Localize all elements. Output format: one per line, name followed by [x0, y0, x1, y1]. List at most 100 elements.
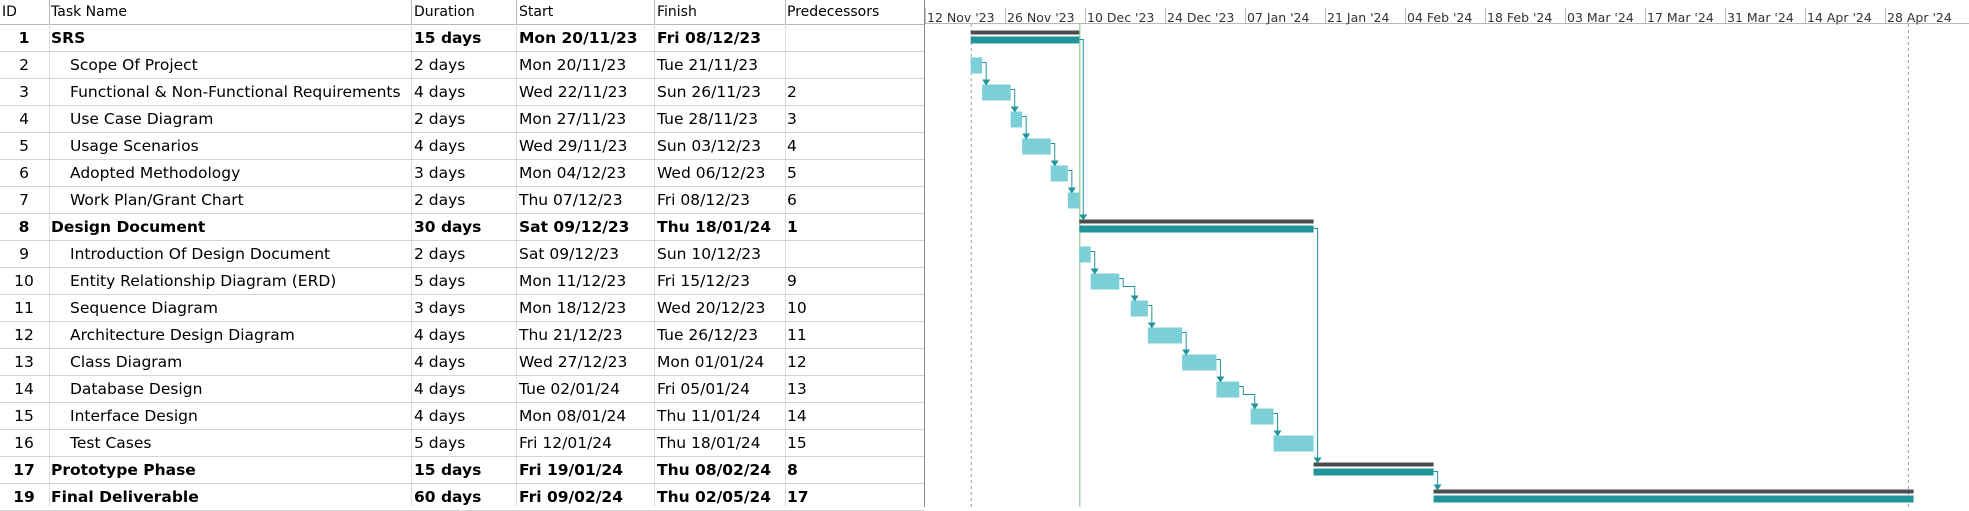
task-name-cell[interactable]: Sequence Diagram — [70, 299, 218, 317]
task-row[interactable]: 13 Class Diagram 4 days Wed 27/12/23 Mon 01/… — [0, 349, 925, 376]
task-finish-cell[interactable]: Sun 26/11/23 — [657, 83, 762, 101]
task-start-cell[interactable]: Mon 20/11/23 — [519, 29, 638, 47]
task-name-cell[interactable]: Use Case Diagram — [70, 110, 214, 128]
task-predecessors-cell[interactable]: 14 — [787, 407, 807, 425]
task-name-cell[interactable]: Entity Relationship Diagram (ERD) — [70, 272, 337, 290]
task-name-cell[interactable]: Final Deliverable — [51, 488, 199, 506]
task-predecessors-cell[interactable]: 9 — [787, 272, 797, 290]
task-duration-cell[interactable]: 2 days — [414, 191, 466, 209]
task-predecessors-cell[interactable]: 3 — [787, 110, 797, 128]
task-duration-cell[interactable]: 2 days — [414, 110, 466, 128]
task-duration-cell[interactable]: 4 days — [414, 380, 466, 398]
task-name-cell[interactable]: Functional & Non-Functional Requirements — [70, 83, 401, 101]
task-duration-cell[interactable]: 15 days — [414, 29, 482, 47]
task-name-cell[interactable]: Database Design — [70, 380, 203, 398]
task-finish-cell[interactable]: Tue 28/11/23 — [657, 110, 759, 128]
task-name-cell[interactable]: Work Plan/Grant Chart — [70, 191, 244, 209]
task-duration-cell[interactable]: 5 days — [414, 272, 466, 290]
task-id-cell[interactable]: 12 — [14, 326, 34, 344]
column-header-task-name[interactable]: Task Name — [51, 4, 127, 20]
task-id-cell[interactable]: 10 — [14, 272, 34, 290]
task-row[interactable]: 3 Functional & Non-Functional Requirement… — [0, 79, 925, 106]
task-predecessors-cell[interactable] — [787, 52, 917, 79]
task-id-cell[interactable]: 15 — [14, 407, 34, 425]
split-bar[interactable] — [924, 0, 925, 507]
task-predecessors-cell[interactable]: 4 — [787, 137, 797, 155]
column-divider[interactable] — [49, 0, 50, 24]
task-duration-cell[interactable]: 4 days — [414, 353, 466, 371]
task-predecessors-cell[interactable] — [787, 241, 917, 268]
task-predecessors-cell[interactable]: 12 — [787, 353, 807, 371]
task-start-cell[interactable]: Mon 04/12/23 — [519, 164, 627, 182]
task-predecessors-cell[interactable]: 5 — [787, 164, 797, 182]
task-predecessors-cell[interactable] — [787, 25, 917, 52]
task-finish-cell[interactable]: Thu 18/01/24 — [657, 218, 772, 236]
task-id-cell[interactable]: 1 — [18, 29, 30, 47]
task-duration-cell[interactable]: 3 days — [414, 164, 466, 182]
task-start-cell[interactable]: Mon 11/12/23 — [519, 272, 627, 290]
task-name-cell[interactable]: Architecture Design Diagram — [70, 326, 295, 344]
task-finish-cell[interactable]: Wed 06/12/23 — [657, 164, 766, 182]
task-predecessors-cell[interactable]: 17 — [787, 488, 809, 506]
task-duration-cell[interactable]: 5 days — [414, 434, 466, 452]
task-row[interactable]: 16 Test Cases 5 days Fri 12/01/24 Thu 18/01/… — [0, 430, 925, 457]
task-name-cell[interactable]: Interface Design — [70, 407, 198, 425]
task-duration-cell[interactable]: 4 days — [414, 407, 466, 425]
task-duration-cell[interactable]: 4 days — [414, 326, 466, 344]
task-start-cell[interactable]: Mon 08/01/24 — [519, 407, 627, 425]
task-duration-cell[interactable]: 60 days — [414, 488, 482, 506]
task-duration-cell[interactable]: 15 days — [414, 461, 482, 479]
task-name-cell[interactable]: Prototype Phase — [51, 461, 196, 479]
task-start-cell[interactable]: Mon 20/11/23 — [519, 56, 627, 74]
task-start-cell[interactable]: Fri 19/01/24 — [519, 461, 623, 479]
task-duration-cell[interactable]: 2 days — [414, 56, 466, 74]
task-start-cell[interactable]: Fri 12/01/24 — [519, 434, 613, 452]
task-start-cell[interactable]: Wed 27/12/23 — [519, 353, 628, 371]
task-start-cell[interactable]: Sat 09/12/23 — [519, 218, 630, 236]
task-id-cell[interactable]: 14 — [14, 380, 34, 398]
task-start-cell[interactable]: Thu 21/12/23 — [519, 326, 623, 344]
task-finish-cell[interactable]: Fri 08/12/23 — [657, 191, 751, 209]
task-finish-cell[interactable]: Mon 01/01/24 — [657, 353, 765, 371]
task-start-cell[interactable]: Sat 09/12/23 — [519, 245, 619, 263]
task-name-cell[interactable]: Introduction Of Design Document — [70, 245, 331, 263]
column-header-id[interactable]: ID — [2, 4, 17, 20]
task-row[interactable]: 6 Adopted Methodology 3 days Mon 04/12/23 We… — [0, 160, 925, 187]
task-duration-cell[interactable]: 4 days — [414, 137, 466, 155]
task-finish-cell[interactable]: Tue 21/11/23 — [657, 56, 759, 74]
task-predecessors-cell[interactable]: 1 — [787, 218, 798, 236]
task-name-cell[interactable]: Usage Scenarios — [70, 137, 199, 155]
summary-task-row[interactable]: 1 SRS 15 days Mon 20/11/23 Fri 08/12/23 — [0, 25, 925, 52]
task-finish-cell[interactable]: Tue 26/12/23 — [657, 326, 759, 344]
task-row[interactable]: 7 Work Plan/Grant Chart 2 days Thu 07/12/23… — [0, 187, 925, 214]
task-start-cell[interactable]: Tue 02/01/24 — [519, 380, 621, 398]
summary-task-row[interactable]: 19 Final Deliverable 60 days Fri 09/02/24 Th… — [0, 484, 925, 511]
task-name-cell[interactable]: Test Cases — [70, 434, 152, 452]
task-start-cell[interactable]: Mon 27/11/23 — [519, 110, 627, 128]
task-finish-cell[interactable]: Sun 03/12/23 — [657, 137, 762, 155]
task-row[interactable]: 14 Database Design 4 days Tue 02/01/24 Fri 0… — [0, 376, 925, 403]
task-finish-cell[interactable]: Thu 08/02/24 — [657, 461, 772, 479]
task-id-cell[interactable]: 2 — [19, 56, 29, 74]
task-row[interactable]: 12 Architecture Design Diagram 4 days Thu 2… — [0, 322, 925, 349]
task-predecessors-cell[interactable]: 15 — [787, 434, 807, 452]
task-start-cell[interactable]: Thu 07/12/23 — [519, 191, 623, 209]
task-finish-cell[interactable]: Thu 18/01/24 — [657, 434, 761, 452]
task-id-cell[interactable]: 13 — [14, 353, 34, 371]
task-name-cell[interactable]: Scope Of Project — [70, 56, 198, 74]
task-row[interactable]: 15 Interface Design 4 days Mon 08/01/24 Thu … — [0, 403, 925, 430]
task-start-cell[interactable]: Fri 09/02/24 — [519, 488, 623, 506]
column-header-predecessors[interactable]: Predecessors — [787, 4, 880, 20]
column-header-duration[interactable]: Duration — [414, 4, 475, 20]
column-divider[interactable] — [785, 0, 786, 24]
task-start-cell[interactable]: Wed 29/11/23 — [519, 137, 628, 155]
column-divider[interactable] — [516, 0, 517, 24]
task-id-cell[interactable]: 19 — [13, 488, 35, 506]
task-name-cell[interactable]: Class Diagram — [70, 353, 183, 371]
task-predecessors-cell[interactable]: 6 — [787, 191, 797, 209]
task-row[interactable]: 10 Entity Relationship Diagram (ERD) 5 day… — [0, 268, 925, 295]
task-start-cell[interactable]: Wed 22/11/23 — [519, 83, 628, 101]
column-divider[interactable] — [411, 0, 412, 24]
task-id-cell[interactable]: 16 — [14, 434, 34, 452]
task-finish-cell[interactable]: Sun 10/12/23 — [657, 245, 762, 263]
